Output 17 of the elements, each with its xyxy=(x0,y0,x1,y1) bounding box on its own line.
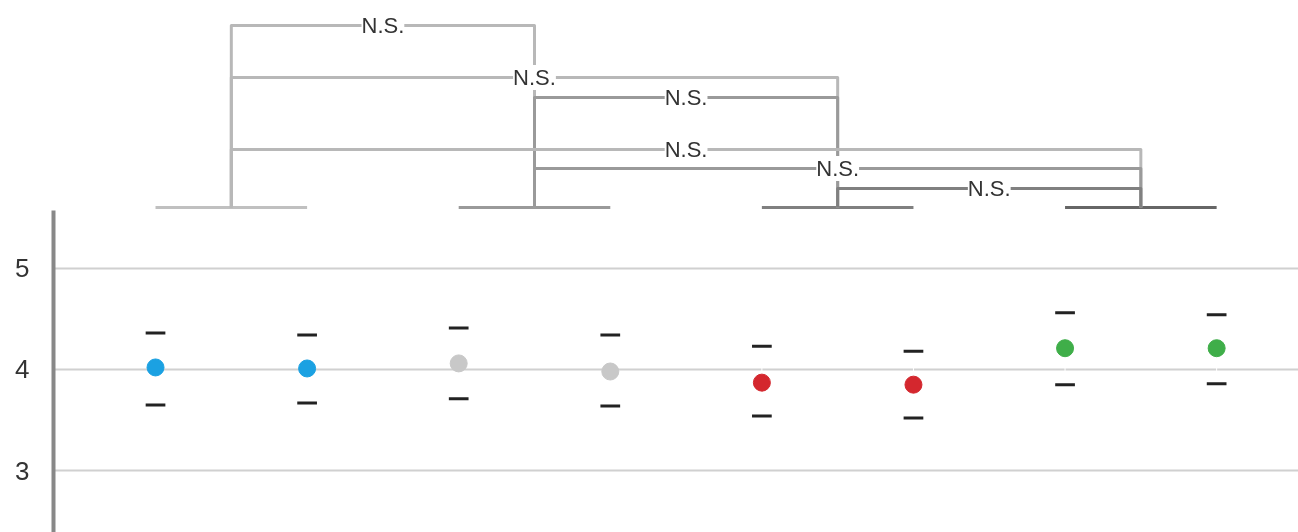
y-tick-label: 4 xyxy=(15,354,30,385)
text: N.S. xyxy=(967,176,1011,201)
text: N.S. xyxy=(664,85,708,110)
point xyxy=(298,359,317,378)
text: N.S. xyxy=(513,65,556,90)
point xyxy=(601,362,620,381)
point xyxy=(752,373,771,392)
y-tick-label: 3 xyxy=(15,455,30,486)
text: N.S. xyxy=(664,137,708,162)
point xyxy=(146,358,165,377)
point xyxy=(449,354,468,373)
text: N.S. xyxy=(361,13,405,38)
text: N.S. xyxy=(816,156,860,181)
point xyxy=(904,375,923,394)
point xyxy=(1056,339,1075,358)
point xyxy=(1207,339,1226,358)
y-tick-label: 5 xyxy=(15,253,30,284)
